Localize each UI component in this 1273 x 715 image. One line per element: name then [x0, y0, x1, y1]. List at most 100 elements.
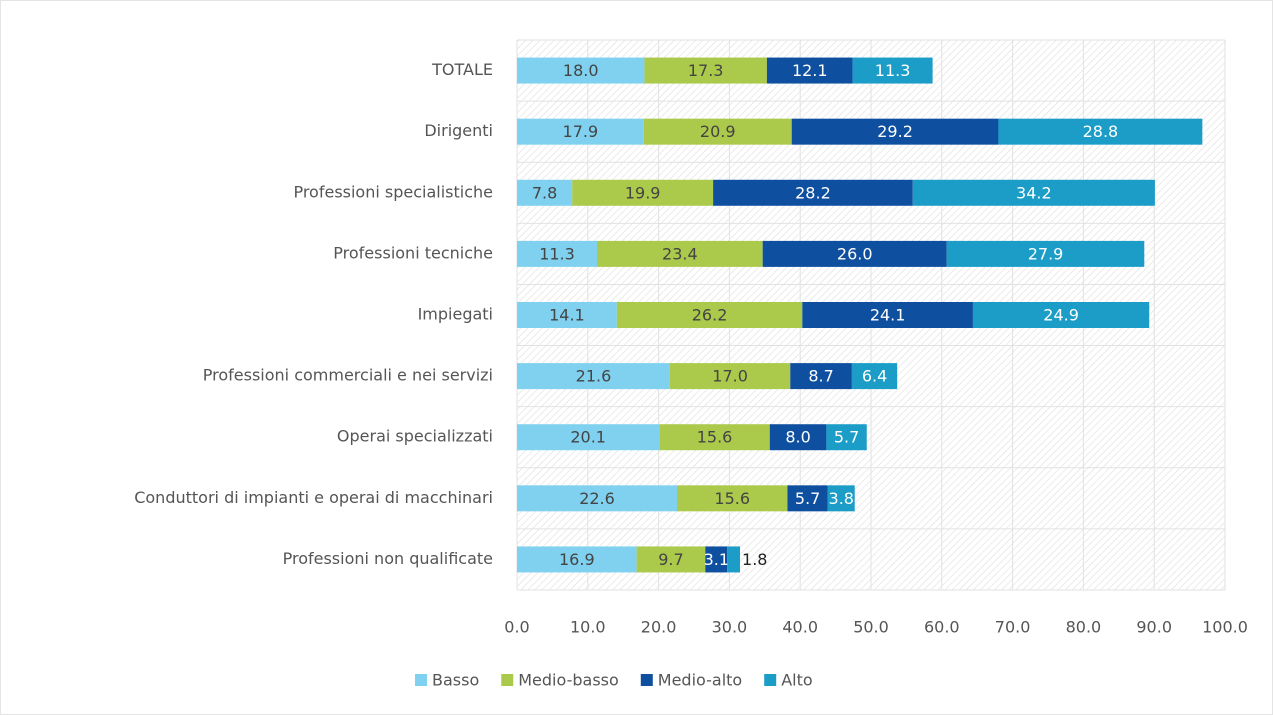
data-label: 17.3 [688, 61, 724, 80]
data-label: 20.1 [570, 428, 606, 447]
bar-segment [972, 302, 1150, 328]
bar-segment [643, 118, 792, 145]
bar-segment [787, 485, 828, 512]
legend-label: Basso [432, 671, 479, 690]
bar-segment [644, 57, 767, 84]
data-label: 34.2 [1016, 183, 1052, 202]
data-label: 3.1 [704, 550, 729, 569]
data-label: 26.0 [837, 244, 873, 263]
data-label: 18.0 [563, 61, 599, 80]
y-tick-label: Professioni specialistiche [293, 182, 493, 201]
data-label: 12.1 [792, 61, 828, 80]
bar-segment [572, 179, 714, 206]
bar-segment [802, 302, 973, 328]
data-label: 21.6 [576, 367, 612, 386]
data-label: 14.1 [549, 306, 585, 325]
x-tick-label: 50.0 [853, 618, 889, 637]
bar-segment [766, 57, 853, 84]
x-tick-label: 0.0 [504, 618, 529, 637]
data-label: 1.8 [742, 550, 767, 569]
data-label: 27.9 [1028, 244, 1064, 263]
bar-segment [517, 118, 644, 145]
x-tick-label: 90.0 [1136, 618, 1172, 637]
x-tick-label: 100.0 [1202, 618, 1248, 637]
bar-segment [998, 118, 1203, 145]
bar-segment [517, 363, 670, 390]
data-label: 22.6 [579, 489, 615, 508]
x-tick-label: 60.0 [924, 618, 960, 637]
bar-segment [636, 546, 706, 573]
data-label: 28.2 [795, 183, 831, 202]
data-label: 16.9 [559, 550, 595, 569]
data-label: 23.4 [662, 244, 698, 263]
bar-segment [912, 179, 1155, 206]
data-label: 20.9 [700, 122, 736, 141]
bar-segment [517, 424, 660, 451]
data-label: 5.7 [834, 428, 859, 447]
data-label: 26.2 [692, 306, 728, 325]
data-label: 17.0 [712, 367, 748, 386]
data-label: 28.8 [1083, 122, 1119, 141]
data-label: 7.8 [532, 183, 557, 202]
data-label: 19.9 [625, 183, 661, 202]
data-label: 15.6 [697, 428, 733, 447]
data-label: 11.3 [875, 61, 911, 80]
bar-segment [597, 240, 763, 267]
legend-label: Medio-basso [518, 671, 619, 690]
y-tick-label: Impiegati [418, 305, 493, 324]
data-label: 9.7 [658, 550, 683, 569]
bar-segment [517, 546, 637, 573]
bar-segment [517, 302, 617, 328]
x-tick-label: 40.0 [782, 618, 818, 637]
bar-segment [826, 424, 867, 451]
x-tick-label: 80.0 [1066, 618, 1102, 637]
bar-segment [762, 240, 947, 267]
bar-segment [669, 363, 791, 390]
bar-segment [659, 424, 770, 451]
bar-segment [517, 240, 598, 267]
data-label: 3.8 [829, 489, 854, 508]
legend-swatch [640, 674, 653, 686]
legend-swatch [764, 674, 777, 686]
legend-label: Medio-alto [658, 671, 742, 690]
x-tick-label: 70.0 [995, 618, 1031, 637]
data-label: 15.6 [714, 489, 750, 508]
x-tick-label: 30.0 [712, 618, 748, 637]
bar-segment [517, 485, 678, 512]
bar-segment [616, 302, 803, 328]
bar-segment [946, 240, 1145, 267]
bar-segment [827, 485, 855, 512]
data-label: 24.1 [870, 306, 906, 325]
data-label: 5.7 [795, 489, 820, 508]
data-label: 6.4 [862, 367, 887, 386]
legend-label: Alto [781, 671, 812, 690]
bar-segment [791, 118, 999, 145]
x-tick-label: 10.0 [570, 618, 606, 637]
bar-segment [517, 179, 573, 206]
y-tick-label: TOTALE [431, 60, 493, 79]
data-label: 8.7 [808, 367, 833, 386]
bar-segment [769, 424, 827, 451]
data-label: 8.0 [785, 428, 810, 447]
bar-segment [705, 546, 728, 573]
y-tick-label: Professioni tecniche [333, 243, 493, 262]
bar-segment [677, 485, 788, 512]
legend-swatch [501, 674, 514, 686]
y-tick-label: Dirigenti [424, 121, 493, 140]
data-label: 29.2 [877, 122, 913, 141]
bar-segment [851, 363, 898, 390]
y-tick-label: Conduttori di impianti e operai di macch… [134, 488, 493, 507]
bar-segment [517, 57, 645, 84]
x-tick-label: 20.0 [641, 618, 677, 637]
bar-segment [727, 546, 741, 573]
y-tick-label: Operai specializzati [337, 427, 493, 446]
bar-segment [790, 363, 852, 390]
data-label: 11.3 [539, 244, 575, 263]
data-label: 17.9 [563, 122, 599, 141]
y-tick-label: Professioni non qualificate [283, 549, 493, 568]
legend-swatch [415, 674, 427, 686]
y-tick-label: Professioni commerciali e nei servizi [203, 366, 493, 385]
bar-segment [852, 57, 933, 84]
data-label: 24.9 [1043, 306, 1079, 325]
